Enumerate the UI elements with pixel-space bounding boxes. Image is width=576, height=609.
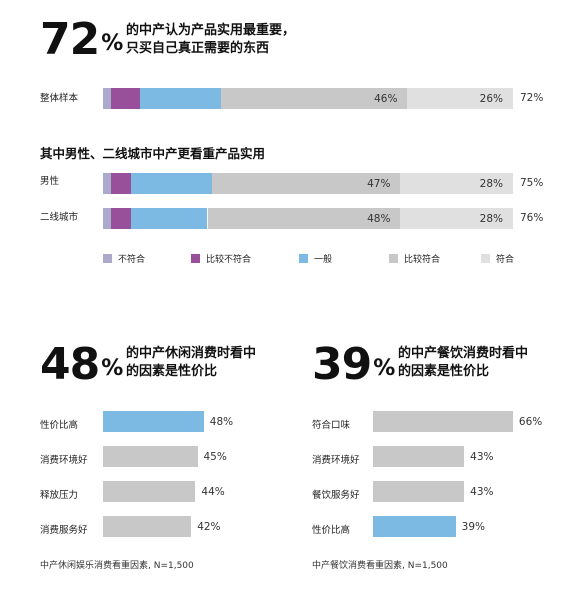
stack-segment-0-0 xyxy=(103,88,112,109)
stack-segment-0-1 xyxy=(111,88,140,109)
legend-swatch-4 xyxy=(481,254,490,263)
stack-total-0: 72% xyxy=(520,92,544,104)
left-value-label-0: 48% xyxy=(209,416,234,428)
legend-label-0: 不符合 xyxy=(118,255,146,265)
stack-segment-2-1 xyxy=(111,208,132,229)
stack-row-label-2: 二线城市 xyxy=(40,212,79,223)
stack-segment-1-0 xyxy=(103,173,112,194)
left-headline-line2: 的因素是性价比 xyxy=(126,364,218,379)
right-value-label-3: 39% xyxy=(461,521,486,533)
right-bar-2 xyxy=(373,481,465,502)
stack-segment-0-3 xyxy=(220,88,408,109)
left-bar-0 xyxy=(103,411,204,432)
left-value-label-1: 45% xyxy=(203,451,227,463)
right-category-label-3: 性价比高 xyxy=(312,525,351,536)
top-hero: 72 % xyxy=(40,18,123,62)
top-big-number: 72 xyxy=(40,14,100,65)
stack-bar-0: 46% 26% xyxy=(103,88,513,109)
stack-bar-1: 47% 28% xyxy=(103,173,513,194)
right-headline-line2: 的因素是性价比 xyxy=(398,364,490,379)
legend-swatch-3 xyxy=(389,254,398,263)
legend-item-3: 比较符合 xyxy=(389,252,440,265)
stack-data-label-2-3: 48% xyxy=(367,212,391,225)
legend-swatch-2 xyxy=(299,254,308,263)
stack-row-label-1: 男性 xyxy=(40,176,60,187)
stack-total-1: 75% xyxy=(520,177,544,189)
legend-item-1: 比较不符合 xyxy=(191,252,251,265)
right-hero: 39 % xyxy=(312,343,395,387)
legend-label-1: 比较不符合 xyxy=(206,255,252,265)
right-bar-0 xyxy=(373,411,513,432)
stack-data-label-2-4: 28% xyxy=(479,212,503,225)
stack-segment-2-2 xyxy=(131,208,208,229)
legend-item-4: 符合 xyxy=(481,252,514,265)
left-bar-2 xyxy=(103,481,196,502)
top-big-percent: % xyxy=(101,31,124,56)
right-category-label-0: 符合口味 xyxy=(312,420,351,431)
right-value-label-2: 43% xyxy=(470,486,494,498)
right-category-label-1: 消费环境好 xyxy=(312,455,360,466)
stack-segment-2-4 xyxy=(400,208,513,229)
left-value-label-3: 42% xyxy=(197,521,221,533)
right-bar-3 xyxy=(373,516,456,537)
left-value-label-2: 44% xyxy=(201,486,225,498)
stack-segment-1-4 xyxy=(400,173,513,194)
legend-swatch-1 xyxy=(191,254,200,263)
stack-data-label-0-3: 46% xyxy=(374,92,398,105)
left-bar-3 xyxy=(103,516,192,537)
right-headline: 的中产餐饮消费时看中 的因素是性价比 xyxy=(398,345,528,381)
stack-segment-0-4 xyxy=(407,88,513,109)
stack-segment-1-1 xyxy=(111,173,132,194)
right-category-label-2: 餐饮服务好 xyxy=(312,490,360,501)
left-big-percent: % xyxy=(101,356,124,381)
legend-item-2: 一般 xyxy=(299,252,332,265)
left-category-label-0: 性价比高 xyxy=(40,420,79,431)
stack-segment-0-2 xyxy=(139,88,221,109)
right-headline-line1: 的中产餐饮消费时看中 xyxy=(398,346,529,361)
left-bar-1 xyxy=(103,446,198,467)
stack-segment-1-2 xyxy=(131,173,212,194)
legend-label-4: 符合 xyxy=(496,255,515,265)
left-hero: 48 % xyxy=(40,343,123,387)
legend-item-0: 不符合 xyxy=(103,252,145,265)
top-headline-line2: 只买自己真正需要的东西 xyxy=(126,41,270,56)
stack-data-label-1-3: 47% xyxy=(367,177,391,190)
left-bar-chart: 性价比高 48% 消费环境好 45% 释放压力 44% 消费服务好 42% xyxy=(40,411,234,537)
left-big-number: 48 xyxy=(40,339,100,390)
left-category-label-2: 释放压力 xyxy=(40,490,79,501)
legend-swatch-0 xyxy=(103,254,112,263)
stack-data-label-0-4: 26% xyxy=(479,92,503,105)
stack-bar-2: 48% 28% xyxy=(103,208,513,229)
legend-label-3: 比较符合 xyxy=(404,255,441,265)
stack-segment-2-3 xyxy=(207,208,401,229)
stack-row-label-0: 整体样本 xyxy=(40,93,79,104)
left-category-label-1: 消费环境好 xyxy=(40,455,88,466)
legend-label-2: 一般 xyxy=(314,255,333,265)
sub-heading: 其中男性、二线城市中产更看重产品实用 xyxy=(40,146,266,161)
stack-segment-1-3 xyxy=(211,173,401,194)
right-bar-1 xyxy=(373,446,465,467)
top-headline-line1: 的中产认为产品实用最重要， xyxy=(126,23,296,38)
stack-segment-2-0 xyxy=(103,208,112,229)
right-value-label-1: 43% xyxy=(470,451,494,463)
stack-total-2: 76% xyxy=(520,212,544,224)
top-headline: 的中产认为产品实用最重要， 只买自己真正需要的东西 xyxy=(126,22,295,58)
right-value-label-0: 66% xyxy=(518,416,543,428)
stack-data-label-1-4: 28% xyxy=(479,177,503,190)
right-footnote: 中产餐饮消费看重因素, N=1,500 xyxy=(312,561,448,571)
right-big-number: 39 xyxy=(312,339,372,390)
left-headline-line1: 的中产休闲消费时看中 xyxy=(126,346,257,361)
left-footnote: 中产休闲娱乐消费看重因素, N=1,500 xyxy=(40,561,194,571)
right-big-percent: % xyxy=(373,356,396,381)
left-headline: 的中产休闲消费时看中 的因素是性价比 xyxy=(126,345,256,381)
left-category-label-3: 消费服务好 xyxy=(40,525,88,536)
